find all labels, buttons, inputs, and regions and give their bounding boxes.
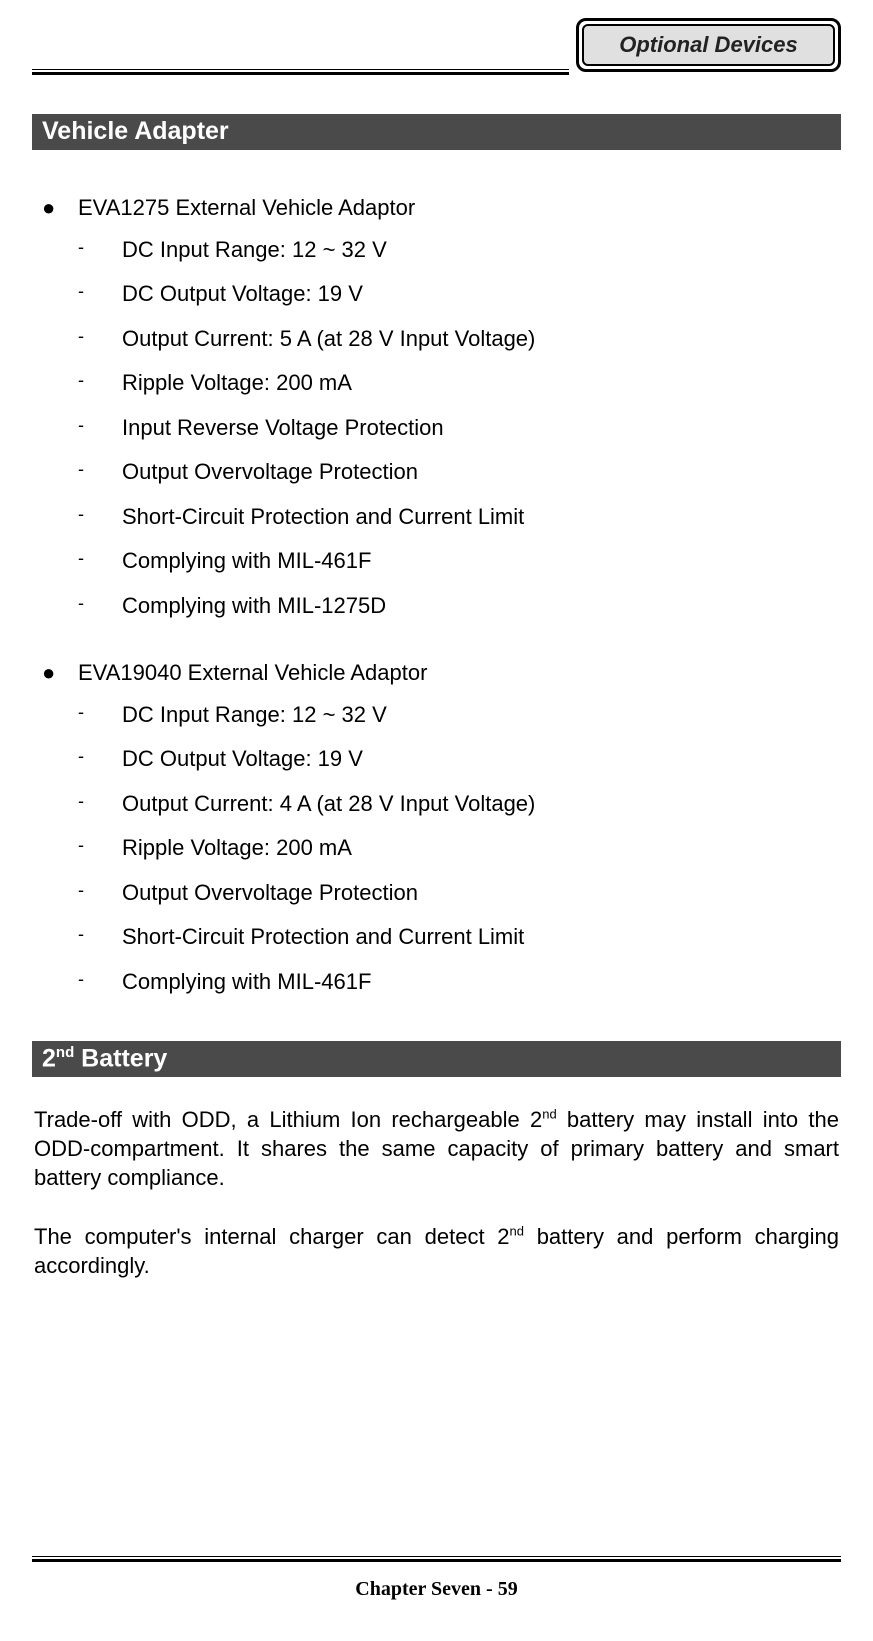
list-item: -Output Overvoltage Protection: [78, 458, 839, 486]
dash-icon: -: [78, 834, 122, 857]
list-item: -Output Overvoltage Protection: [78, 879, 839, 907]
header-badge-text: Optional Devices: [619, 32, 798, 58]
list-item-text: DC Output Voltage: 19 V: [122, 745, 839, 773]
list-item: -Ripple Voltage: 200 mA: [78, 369, 839, 397]
adapter-group-1-header: ● EVA1275 External Vehicle Adaptor: [34, 194, 839, 222]
battery-content: Trade-off with ODD, a Lithium Ion rechar…: [32, 1105, 841, 1280]
dash-icon: -: [78, 547, 122, 570]
footer-text: Chapter Seven - 59: [32, 1578, 841, 1601]
list-item-text: Complying with MIL-1275D: [122, 592, 839, 620]
adapter-group-2-items: -DC Input Range: 12 ~ 32 V -DC Output Vo…: [34, 701, 839, 996]
para-sup: nd: [542, 1107, 556, 1122]
list-item-text: Short-Circuit Protection and Current Lim…: [122, 923, 839, 951]
adapter-group-1-items: -DC Input Range: 12 ~ 32 V -DC Output Vo…: [34, 236, 839, 620]
list-item: -Complying with MIL-461F: [78, 547, 839, 575]
adapter-group-1-title: EVA1275 External Vehicle Adaptor: [78, 194, 839, 222]
list-item-text: Input Reverse Voltage Protection: [122, 414, 839, 442]
battery-para-2: The computer's internal charger can dete…: [34, 1222, 839, 1280]
battery-para-1: Trade-off with ODD, a Lithium Ion rechar…: [34, 1105, 839, 1192]
bullet-icon: ●: [34, 659, 78, 687]
list-item: -DC Output Voltage: 19 V: [78, 745, 839, 773]
list-item-text: Output Current: 4 A (at 28 V Input Volta…: [122, 790, 839, 818]
dash-icon: -: [78, 236, 122, 259]
list-item: -Input Reverse Voltage Protection: [78, 414, 839, 442]
list-item-text: DC Output Voltage: 19 V: [122, 280, 839, 308]
para-text-a: The computer's internal charger can dete…: [34, 1224, 510, 1249]
list-item-text: Short-Circuit Protection and Current Lim…: [122, 503, 839, 531]
adapter-group-2: ● EVA19040 External Vehicle Adaptor -DC …: [34, 659, 839, 995]
footer: Chapter Seven - 59: [32, 1556, 841, 1601]
list-item-text: Complying with MIL-461F: [122, 547, 839, 575]
header-rule: [32, 72, 569, 75]
footer-rule-thin: [32, 1556, 841, 1558]
header-badge-inner: Optional Devices: [582, 24, 835, 66]
adapter-group-2-header: ● EVA19040 External Vehicle Adaptor: [34, 659, 839, 687]
header-rule-thin: [32, 69, 569, 70]
dash-icon: -: [78, 701, 122, 724]
list-item: -Output Current: 4 A (at 28 V Input Volt…: [78, 790, 839, 818]
vehicle-adapter-content: ● EVA1275 External Vehicle Adaptor -DC I…: [32, 194, 841, 995]
dash-icon: -: [78, 414, 122, 437]
list-item: -DC Output Voltage: 19 V: [78, 280, 839, 308]
list-item-text: Ripple Voltage: 200 mA: [122, 369, 839, 397]
list-item: -Ripple Voltage: 200 mA: [78, 834, 839, 862]
adapter-list: ● EVA1275 External Vehicle Adaptor -DC I…: [34, 194, 839, 995]
list-item-text: DC Input Range: 12 ~ 32 V: [122, 701, 839, 729]
section-heading-text: Vehicle Adapter: [42, 117, 229, 145]
dash-icon: -: [78, 923, 122, 946]
dash-icon: -: [78, 369, 122, 392]
section-heading-rest: Battery: [74, 1044, 167, 1072]
list-item-text: Output Current: 5 A (at 28 V Input Volta…: [122, 325, 839, 353]
section-heading-battery: 2nd Battery: [32, 1041, 841, 1077]
dash-icon: -: [78, 745, 122, 768]
dash-icon: -: [78, 280, 122, 303]
para-sup: nd: [510, 1224, 524, 1239]
list-item-text: Output Overvoltage Protection: [122, 879, 839, 907]
list-item-text: Complying with MIL-461F: [122, 968, 839, 996]
list-item: -Short-Circuit Protection and Current Li…: [78, 923, 839, 951]
list-item: -DC Input Range: 12 ~ 32 V: [78, 236, 839, 264]
dash-icon: -: [78, 458, 122, 481]
header-badge: Optional Devices: [576, 18, 841, 72]
list-item-text: DC Input Range: 12 ~ 32 V: [122, 236, 839, 264]
footer-rule-thick: [32, 1559, 841, 1562]
adapter-group-2-title: EVA19040 External Vehicle Adaptor: [78, 659, 839, 687]
list-item: -Complying with MIL-461F: [78, 968, 839, 996]
dash-icon: -: [78, 968, 122, 991]
page: Optional Devices Vehicle Adapter ● EVA12…: [0, 0, 873, 1641]
dash-icon: -: [78, 790, 122, 813]
dash-icon: -: [78, 325, 122, 348]
section-heading-vehicle-adapter: Vehicle Adapter: [32, 114, 841, 150]
header-area: Optional Devices: [32, 18, 841, 84]
bullet-icon: ●: [34, 194, 78, 222]
list-item-text: Output Overvoltage Protection: [122, 458, 839, 486]
dash-icon: -: [78, 592, 122, 615]
dash-icon: -: [78, 879, 122, 902]
list-item: -Short-Circuit Protection and Current Li…: [78, 503, 839, 531]
list-item: -Output Current: 5 A (at 28 V Input Volt…: [78, 325, 839, 353]
para-text-a: Trade-off with ODD, a Lithium Ion rechar…: [34, 1107, 542, 1132]
list-item: -DC Input Range: 12 ~ 32 V: [78, 701, 839, 729]
list-item: -Complying with MIL-1275D: [78, 592, 839, 620]
section-heading-sup: nd: [56, 1044, 74, 1061]
adapter-group-1: ● EVA1275 External Vehicle Adaptor -DC I…: [34, 194, 839, 619]
dash-icon: -: [78, 503, 122, 526]
list-item-text: Ripple Voltage: 200 mA: [122, 834, 839, 862]
section-heading-num: 2: [42, 1044, 56, 1072]
